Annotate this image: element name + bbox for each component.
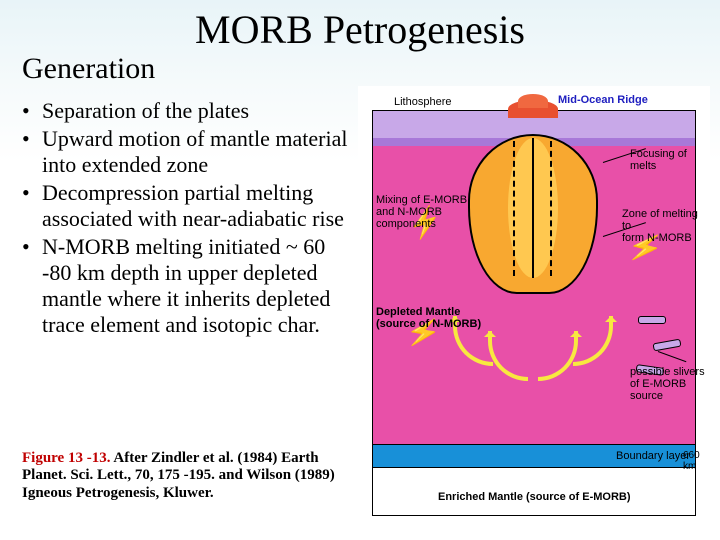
depleted-label: Depleted Mantle (source of N-MORB) (376, 306, 496, 330)
zone-label: Zone of melting to form N-MORB (622, 208, 710, 244)
figure-caption: Figure 13 -13. After Zindler et al. (198… (22, 450, 357, 502)
mixing-label: Mixing of E-MORB and N-MORB components (376, 194, 471, 230)
list-item: N-MORB melting initiated ~ 60 -80 km dep… (22, 234, 352, 338)
plume-axis (532, 138, 534, 278)
slivers-label: possible slivers of E-MORB source (630, 366, 710, 402)
focusing-label: Focusing of melts (630, 148, 708, 172)
list-item: Separation of the plates (22, 98, 352, 124)
enriched-label: Enriched Mantle (source of E-MORB) (438, 491, 631, 503)
cross-section-diagram: ⚡ ⚡ ⚡ Lithosphere Mid-Ocean Ridge Focusi… (358, 86, 710, 526)
lithosphere-label: Lithosphere (392, 96, 454, 108)
ridge-peak (518, 94, 548, 108)
bullet-list: Separation of the plates Upward motion o… (22, 98, 352, 340)
depth-label: 660 km (683, 450, 710, 472)
ridge-label: Mid-Ocean Ridge (558, 94, 648, 106)
list-item: Decompression partial melting associated… (22, 180, 352, 232)
page-title: MORB Petrogenesis (0, 0, 720, 53)
figure-number: Figure 13 -13. (22, 450, 110, 466)
boundary-label: Boundary layer (616, 450, 690, 462)
list-item: Upward motion of mantle material into ex… (22, 126, 352, 178)
subtitle: Generation (22, 52, 155, 86)
sliver-shape (638, 316, 666, 324)
plume-dash (513, 141, 515, 276)
plume-dash (550, 141, 552, 276)
